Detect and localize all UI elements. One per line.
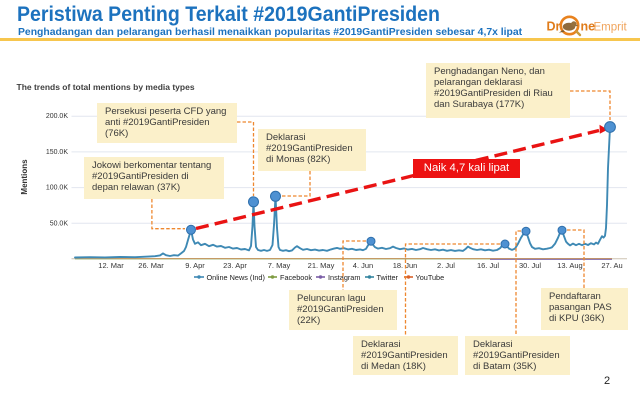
svg-text:2. Jul: 2. Jul (437, 261, 455, 270)
svg-text:16. Jul: 16. Jul (477, 261, 499, 270)
svg-text:Twitter: Twitter (377, 273, 399, 282)
svg-text:YouTube: YouTube (416, 273, 445, 282)
svg-text:4. Jun: 4. Jun (353, 261, 373, 270)
svg-text:Instagram: Instagram (328, 273, 360, 282)
svg-text:ne: ne (581, 20, 596, 34)
svg-text:26. Mar: 26. Mar (138, 261, 164, 270)
svg-text:30. Jul: 30. Jul (519, 261, 541, 270)
svg-text:13. Aug: 13. Aug (557, 261, 582, 270)
svg-text:200.0K: 200.0K (46, 113, 69, 120)
svg-text:150.0K: 150.0K (46, 149, 69, 156)
svg-text:9. Apr: 9. Apr (185, 261, 205, 270)
svg-text:Mentions: Mentions (20, 159, 29, 195)
svg-text:100.0K: 100.0K (46, 185, 69, 192)
svg-text:21. May: 21. May (308, 261, 335, 270)
svg-text:27. Au: 27. Au (601, 261, 622, 270)
svg-text:Online News (Ind): Online News (Ind) (207, 273, 265, 282)
svg-text:Dr: Dr (547, 20, 561, 34)
svg-text:7. May: 7. May (268, 261, 291, 270)
svg-text:12. Mar: 12. Mar (98, 261, 124, 270)
svg-text:23. Apr: 23. Apr (223, 261, 247, 270)
svg-text:50.0K: 50.0K (50, 220, 69, 227)
svg-text:Emprit: Emprit (594, 22, 628, 34)
svg-text:Facebook: Facebook (280, 273, 312, 282)
